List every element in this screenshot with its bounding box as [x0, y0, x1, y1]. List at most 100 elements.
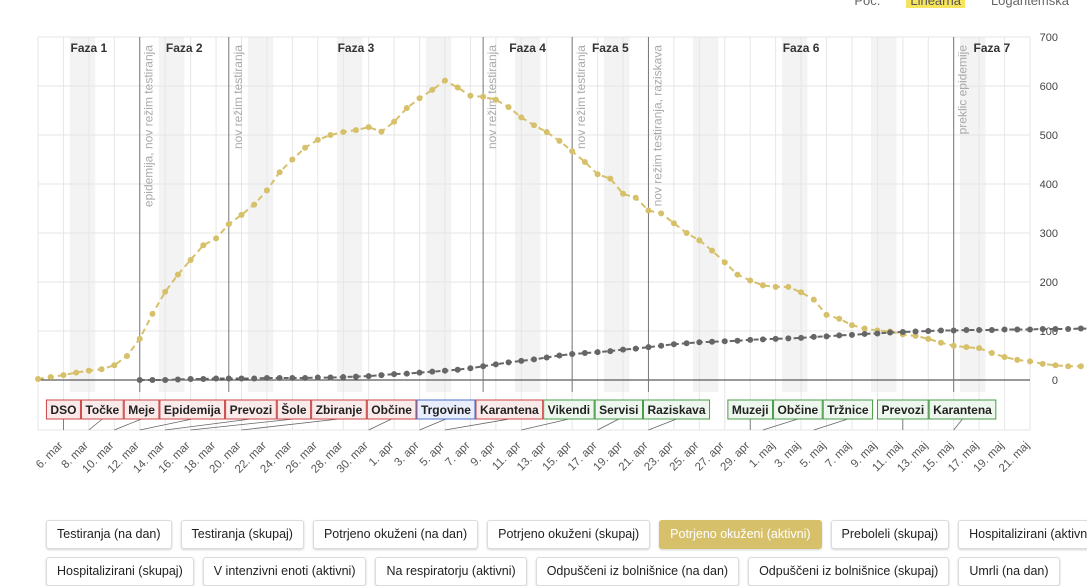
phase-label: Faza 3 [338, 41, 375, 55]
data-point-preboleli-skupaj [251, 375, 258, 382]
series-buttons-row-2: Hospitalizirani (skupaj) V intenzivni eno… [46, 557, 1060, 586]
data-point-potrjeno-okuzeni-aktivni [1039, 360, 1046, 367]
data-point-preboleli-skupaj [352, 373, 359, 380]
data-point-potrjeno-okuzeni-aktivni [1052, 362, 1059, 369]
data-point-potrjeno-okuzeni-aktivni [403, 105, 410, 112]
data-point-preboleli-skupaj [556, 352, 563, 359]
data-point-preboleli-skupaj [810, 333, 817, 340]
data-point-preboleli-skupaj [734, 337, 741, 344]
umrli-na-dan-button[interactable]: Umrli (na dan) [958, 557, 1060, 586]
x-tick-label: 3. apr [392, 440, 421, 469]
data-point-preboleli-skupaj [937, 327, 944, 334]
weekend-band [603, 37, 630, 392]
potrjeno-okuzeni-aktivni-button[interactable]: Potrjeno okuženi (aktivni) [659, 520, 822, 549]
data-point-preboleli-skupaj [759, 336, 766, 343]
weekend-band [871, 37, 897, 392]
scale-option-start[interactable]: Poč. [854, 0, 881, 8]
measure-box [876, 399, 929, 420]
data-point-preboleli-skupaj [1027, 326, 1033, 333]
data-point-preboleli-skupaj [365, 373, 372, 380]
data-point-potrjeno-okuzeni-aktivni [251, 201, 258, 208]
data-point-potrjeno-okuzeni-aktivni [174, 271, 181, 278]
y-tick-label: 300 [1040, 228, 1058, 240]
measure-label: Epidemija [164, 403, 221, 417]
data-point-preboleli-skupaj [747, 336, 754, 343]
series-buttons-row-1: Testiranja (na dan) Testiranja (skupaj) Po… [46, 520, 1087, 549]
data-point-preboleli-skupaj [531, 356, 537, 363]
data-point-preboleli-skupaj [454, 366, 461, 373]
data-point-potrjeno-okuzeni-aktivni [785, 283, 792, 290]
data-point-preboleli-skupaj [480, 363, 487, 370]
measure-box [45, 399, 81, 420]
y-tick-label: 0 [1052, 375, 1058, 387]
data-point-potrjeno-okuzeni-aktivni [327, 132, 334, 138]
data-point-potrjeno-okuzeni-aktivni [302, 144, 309, 151]
series-line-potrjeno-okuzeni-aktivni [37, 79, 1087, 380]
data-point-potrjeno-okuzeni-aktivni [518, 114, 525, 121]
data-point-preboleli-skupaj [925, 328, 932, 334]
scale-option-log[interactable]: Logaritemska [990, 0, 1069, 8]
data-point-potrjeno-okuzeni-aktivni [391, 118, 398, 125]
measure-connector [190, 418, 294, 431]
data-point-preboleli-skupaj [518, 357, 525, 364]
data-point-preboleli-skupaj [200, 376, 207, 383]
measure-box [642, 399, 711, 420]
data-point-potrjeno-okuzeni-aktivni [47, 374, 54, 381]
data-point-preboleli-skupaj [225, 375, 232, 382]
data-point-preboleli-skupaj [709, 338, 716, 345]
data-point-potrjeno-okuzeni-aktivni [289, 156, 296, 163]
preboleli-skupaj-button[interactable]: Preboleli (skupaj) [830, 520, 950, 549]
x-tick-label: 7. maj [823, 440, 854, 471]
testiranja-skupaj-button[interactable]: Testiranja (skupaj) [180, 520, 304, 549]
measure-box [123, 399, 160, 420]
potrjeno-okuzeni-skupaj-button[interactable]: Potrjeno okuženi (skupaj) [487, 520, 651, 549]
hospitalizirani-aktivni-button[interactable]: Hospitalizirani (aktivni) [958, 520, 1087, 549]
data-point-potrjeno-okuzeni-aktivni [149, 310, 156, 317]
weekend-band [514, 37, 541, 392]
v-intenzivni-enoti-aktivni-button[interactable]: V intenzivni enoti (aktivni) [202, 557, 367, 586]
measure-label: Meje [128, 403, 155, 417]
data-point-potrjeno-okuzeni-aktivni [861, 325, 868, 332]
data-point-potrjeno-okuzeni-aktivni [454, 84, 461, 91]
na-respiratorju-aktivni-button[interactable]: Na respiratorju (aktivni) [375, 557, 527, 586]
weekend-band [336, 37, 363, 392]
hospitalizirani-skupaj-button[interactable]: Hospitalizirani (skupaj) [46, 557, 194, 586]
measure-label: Občine [371, 403, 412, 417]
measure-connector [762, 418, 798, 431]
measure-label: Karantena [480, 403, 539, 417]
measure-box [416, 399, 476, 420]
data-point-preboleli-skupaj [620, 346, 627, 353]
data-point-preboleli-skupaj [887, 329, 894, 336]
testiranja-na-dan-button[interactable]: Testiranja (na dan) [46, 520, 172, 549]
measure-label: Tržnice [827, 403, 869, 417]
data-point-potrjeno-okuzeni-aktivni [645, 207, 652, 214]
measure-connector [953, 418, 963, 431]
odpusceni-iz-bolnisnice-na-dan-button[interactable]: Odpuščeni iz bolnišnice (na dan) [535, 557, 740, 586]
data-point-preboleli-skupaj [899, 328, 906, 335]
scale-switch: Poč. Linearna Logaritemska [854, 0, 1069, 8]
data-point-potrjeno-okuzeni-aktivni [276, 169, 283, 176]
x-tick-label: 3. maj [773, 440, 804, 471]
data-point-potrjeno-okuzeni-aktivni [937, 339, 944, 346]
measure-box [822, 399, 874, 420]
measure-box [727, 399, 774, 420]
measure-box [80, 399, 124, 420]
data-point-potrjeno-okuzeni-aktivni [1065, 363, 1072, 370]
y-tick-label: 600 [1040, 81, 1058, 93]
data-point-preboleli-skupaj [429, 368, 436, 375]
data-point-potrjeno-okuzeni-aktivni [950, 342, 957, 349]
data-point-preboleli-skupaj [848, 331, 855, 338]
data-point-preboleli-skupaj [696, 339, 703, 346]
scale-option-linear[interactable]: Linearna [906, 0, 965, 8]
data-point-potrjeno-okuzeni-aktivni [734, 271, 741, 278]
potrjeno-okuzeni-na-dan-button[interactable]: Potrjeno okuženi (na dan) [312, 520, 479, 549]
data-point-preboleli-skupaj [1039, 326, 1046, 333]
data-point-potrjeno-okuzeni-aktivni [98, 366, 105, 373]
odpusceni-iz-bolnisnice-skupaj-button[interactable]: Odpuščeni iz bolnišnice (skupaj) [748, 557, 950, 586]
measure-connector [648, 418, 677, 431]
data-point-preboleli-skupaj [314, 374, 321, 381]
data-point-potrjeno-okuzeni-aktivni [187, 256, 194, 263]
data-point-potrjeno-okuzeni-aktivni [632, 194, 639, 201]
data-point-potrjeno-okuzeni-aktivni [136, 335, 143, 342]
measure-label: Karantena [933, 403, 992, 417]
